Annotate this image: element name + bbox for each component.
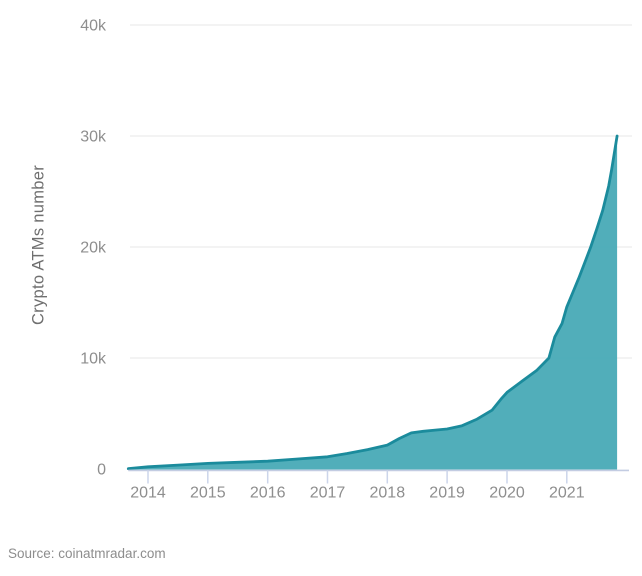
y-tick-label: 30k <box>80 129 107 146</box>
y-tick-label: 0 <box>97 462 106 479</box>
trend-line <box>126 134 619 471</box>
area-chart-plot: 2014 2015 2016 2017 2018 2019 2020 2021 0 10k 20k 3… <box>80 18 632 502</box>
x-tick-label: 2016 <box>250 485 286 502</box>
x-tick-label: 2015 <box>190 485 226 502</box>
y-tick-label: 10k <box>80 351 107 368</box>
y-axis-title: Crypto ATMs number <box>29 164 48 326</box>
x-tick-label: 2017 <box>310 485 346 502</box>
x-tick-label: 2014 <box>130 485 166 502</box>
x-tick-label: 2018 <box>370 485 406 502</box>
x-tick-label: 2020 <box>489 485 525 502</box>
y-tick-label: 20k <box>80 240 107 257</box>
x-tick-label: 2021 <box>549 485 585 502</box>
area-fill <box>128 136 618 470</box>
x-tick-label: 2019 <box>429 485 465 502</box>
y-tick-label: 40k <box>80 18 107 35</box>
source-note: Source: coinatmradar.com <box>8 546 166 561</box>
